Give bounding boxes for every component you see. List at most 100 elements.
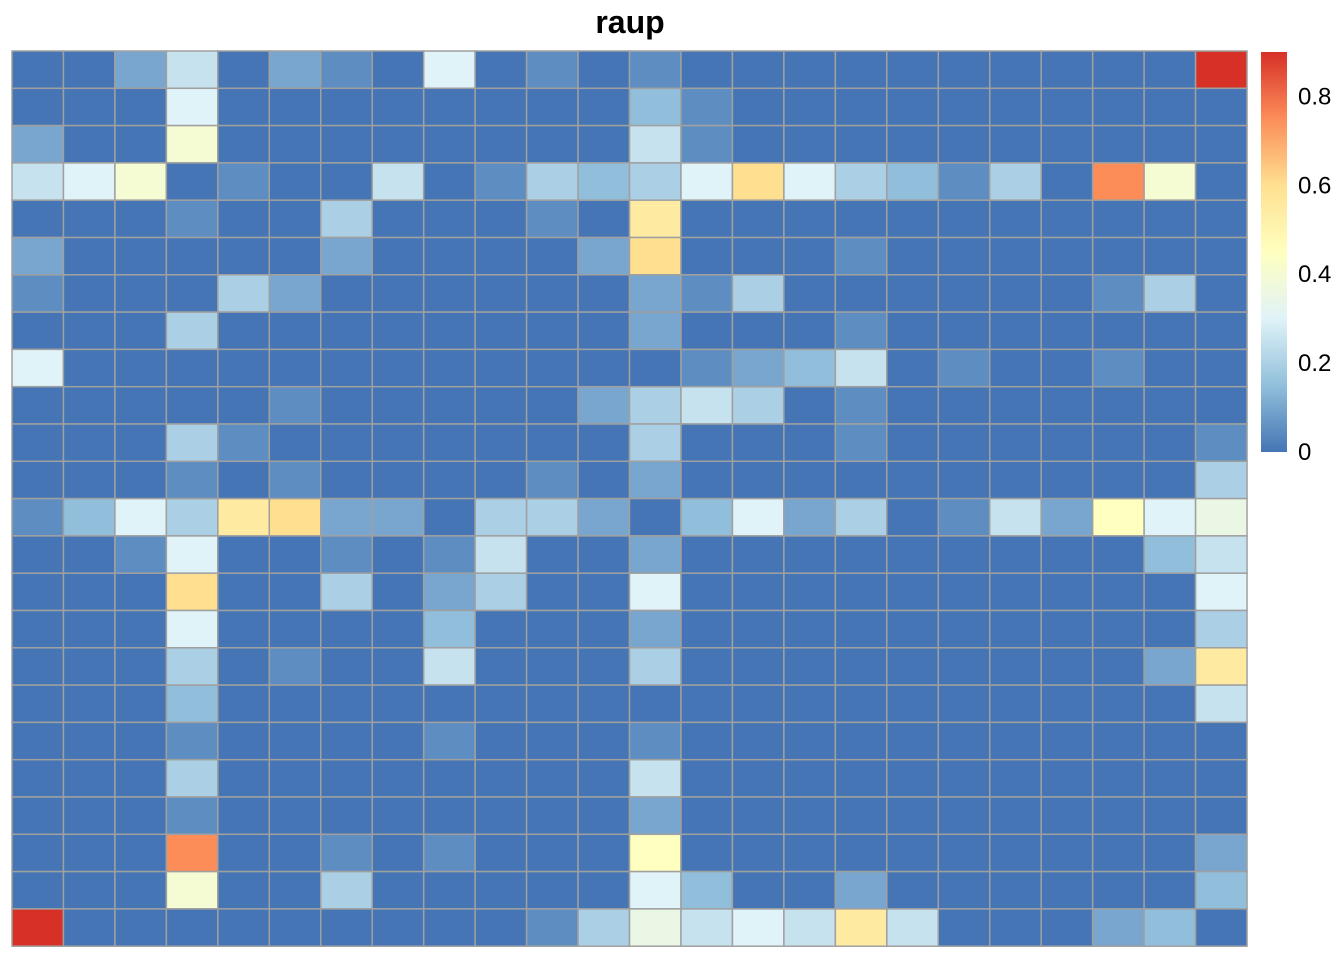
heatmap-cell	[577, 572, 631, 612]
heatmap-cell	[577, 758, 631, 798]
heatmap-cell	[1194, 647, 1248, 686]
heatmap-cell	[165, 311, 219, 351]
heatmap-cell	[11, 162, 65, 201]
heatmap-cell	[320, 796, 373, 836]
heatmap-cell	[886, 460, 940, 500]
heatmap-cell	[11, 572, 65, 612]
heatmap-cell	[577, 609, 631, 649]
heatmap-cell	[320, 236, 373, 276]
heatmap-cell	[320, 423, 373, 463]
heatmap-cell	[1040, 870, 1094, 910]
heatmap-cell	[783, 833, 837, 873]
heatmap-cell	[731, 758, 785, 798]
heatmap-cell	[474, 908, 528, 947]
heatmap-cell	[114, 647, 168, 686]
heatmap-cell	[937, 758, 991, 798]
heatmap-cell	[268, 274, 322, 313]
heatmap-cell	[268, 870, 322, 910]
heatmap-cell	[731, 87, 785, 127]
heatmap-cell	[165, 721, 219, 761]
heatmap-cell	[474, 385, 528, 425]
heatmap-cell	[731, 50, 785, 90]
heatmap-cell	[783, 87, 837, 127]
heatmap-cell	[988, 572, 1042, 612]
heatmap-cell	[217, 870, 271, 910]
heatmap-cell	[886, 833, 940, 873]
heatmap-cell	[783, 870, 837, 910]
heatmap-cell	[422, 311, 476, 351]
heatmap-cell	[320, 497, 373, 537]
heatmap-cell	[577, 870, 631, 910]
heatmap-cell	[525, 684, 579, 724]
heatmap-cell	[937, 311, 991, 351]
heatmap-cell	[577, 124, 631, 164]
heatmap-cell	[886, 274, 940, 313]
heatmap-cell	[371, 796, 425, 836]
heatmap-cell	[628, 423, 682, 463]
heatmap-cell	[628, 385, 682, 425]
heatmap-cell	[371, 236, 425, 276]
heatmap-cell	[165, 50, 219, 90]
heatmap-cell	[628, 124, 682, 164]
heatmap-cell	[320, 348, 373, 388]
heatmap-cell	[834, 833, 888, 873]
heatmap-cell	[371, 833, 425, 873]
heatmap-cell	[1040, 236, 1094, 276]
heatmap-cell	[217, 311, 271, 351]
colorbar-tick-label: 0.4	[1298, 261, 1331, 288]
heatmap-cell	[1091, 908, 1145, 947]
heatmap-cell	[114, 833, 168, 873]
heatmap-cell	[320, 721, 373, 761]
heatmap-cell	[320, 908, 373, 947]
heatmap-cell	[62, 497, 116, 537]
heatmap-cell	[937, 423, 991, 463]
heatmap-cell	[11, 647, 65, 686]
heatmap-cell	[834, 236, 888, 276]
heatmap-cell	[525, 124, 579, 164]
heatmap-cell	[1040, 87, 1094, 127]
heatmap-cell	[474, 684, 528, 724]
heatmap-cell	[988, 833, 1042, 873]
heatmap-cell	[783, 124, 837, 164]
heatmap-cell	[1143, 236, 1197, 276]
heatmap-cell	[783, 385, 837, 425]
heatmap-cell	[783, 535, 837, 574]
heatmap-cell	[268, 236, 322, 276]
heatmap-cell	[11, 609, 65, 649]
heatmap-cell	[525, 609, 579, 649]
heatmap-cell	[525, 535, 579, 574]
heatmap-cell	[1091, 833, 1145, 873]
heatmap-cell	[1091, 311, 1145, 351]
heatmap-cell	[217, 124, 271, 164]
heatmap-cell	[628, 535, 682, 574]
heatmap-cell	[1040, 50, 1094, 90]
heatmap-cell	[988, 460, 1042, 500]
heatmap-cell	[680, 311, 734, 351]
heatmap-cell	[320, 870, 373, 910]
heatmap-cell	[1091, 162, 1145, 201]
heatmap-cell	[11, 423, 65, 463]
heatmap-cell	[11, 236, 65, 276]
heatmap-cell	[371, 758, 425, 798]
heatmap-cell	[1091, 609, 1145, 649]
heatmap-cell	[731, 572, 785, 612]
heatmap-cell	[62, 758, 116, 798]
heatmap-cell	[886, 721, 940, 761]
heatmap-cell	[1040, 535, 1094, 574]
heatmap-cell	[114, 721, 168, 761]
heatmap-cell	[11, 199, 65, 239]
heatmap-cell	[525, 50, 579, 90]
heatmap-cell	[165, 796, 219, 836]
heatmap-cell	[525, 647, 579, 686]
heatmap-cell	[886, 385, 940, 425]
heatmap-cell	[114, 274, 168, 313]
heatmap-cell	[834, 87, 888, 127]
colorbar-tick-label: 0.6	[1298, 172, 1331, 199]
heatmap-cell	[834, 497, 888, 537]
heatmap-cell	[474, 758, 528, 798]
heatmap-cell	[577, 833, 631, 873]
colorbar-tick-label: 0.8	[1298, 83, 1331, 110]
heatmap-cell	[62, 572, 116, 612]
heatmap-cell	[11, 721, 65, 761]
